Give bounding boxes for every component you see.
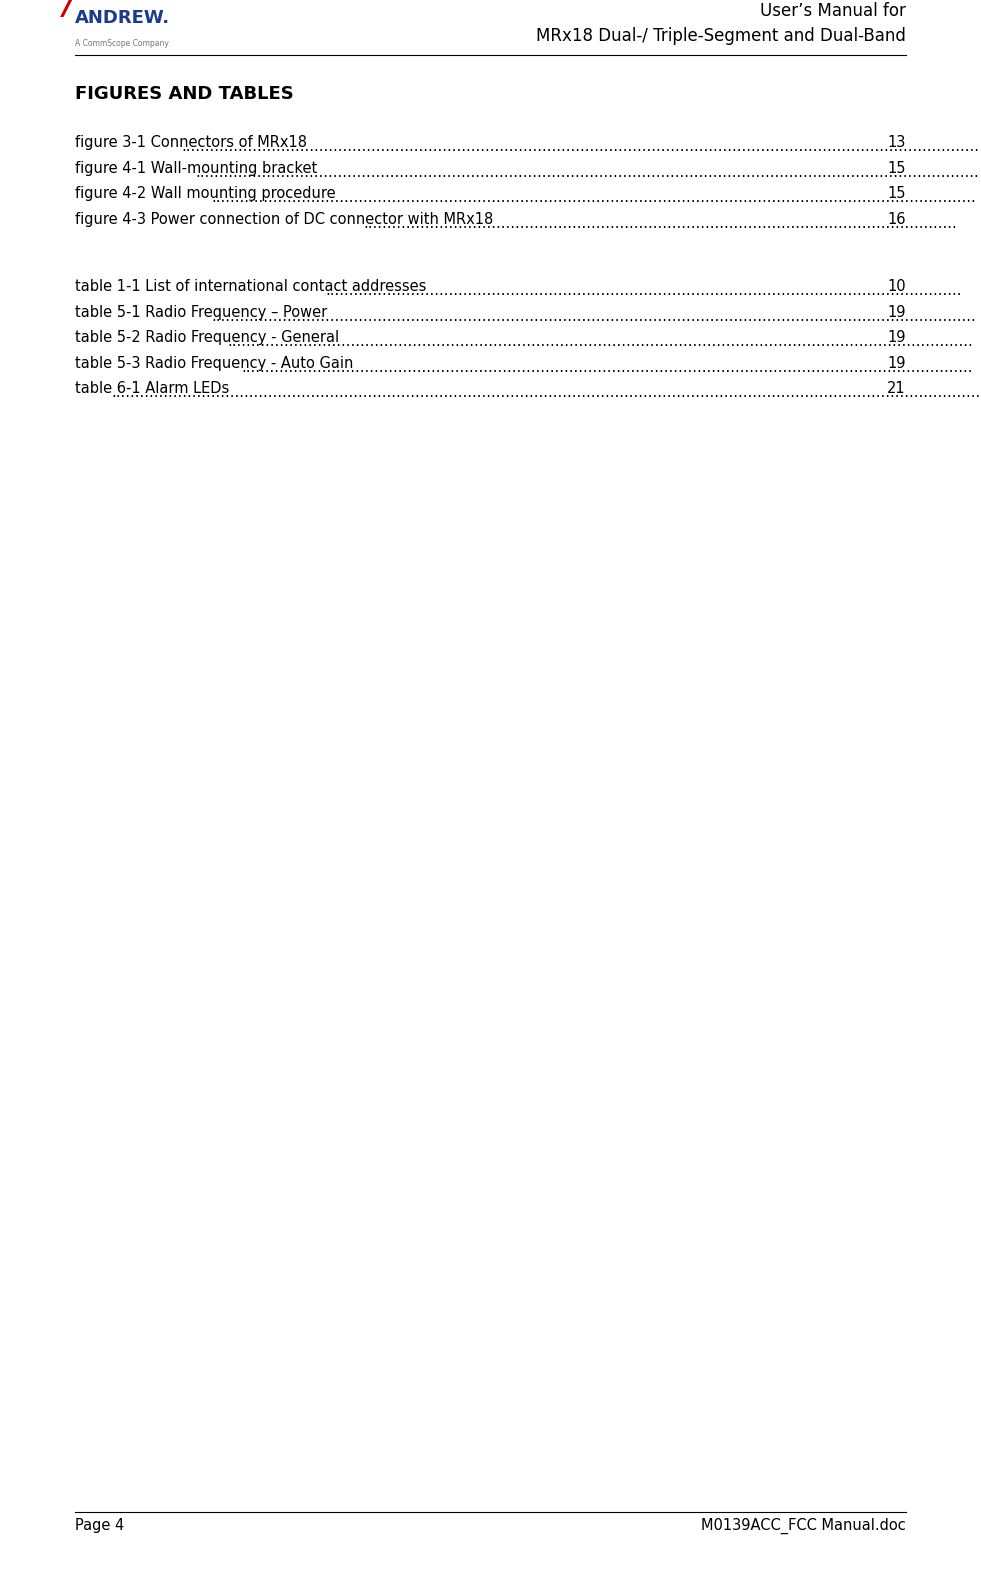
Text: ................................................................................: ........................................… <box>326 284 961 298</box>
Text: 16: 16 <box>888 211 906 227</box>
Text: table 5-3 Radio Frequency - Auto Gain: table 5-3 Radio Frequency - Auto Gain <box>75 356 358 370</box>
Text: ................................................................................: ........................................… <box>212 309 976 324</box>
Text: ................................................................................: ........................................… <box>228 334 973 350</box>
Text: 13: 13 <box>888 135 906 150</box>
Text: ANDREW.: ANDREW. <box>75 9 170 27</box>
Text: ................................................................................: ........................................… <box>181 139 980 154</box>
Text: 15: 15 <box>888 186 906 202</box>
Text: Page 4: Page 4 <box>75 1518 125 1532</box>
Text: 21: 21 <box>888 381 906 395</box>
Text: 19: 19 <box>888 356 906 370</box>
Text: User’s Manual for: User’s Manual for <box>760 2 906 20</box>
Text: 19: 19 <box>888 304 906 320</box>
Text: FIGURES AND TABLES: FIGURES AND TABLES <box>75 85 293 102</box>
Text: ................................................................................: ........................................… <box>363 216 956 232</box>
Text: 19: 19 <box>888 331 906 345</box>
Text: M0139ACC_FCC Manual.doc: M0139ACC_FCC Manual.doc <box>701 1518 906 1534</box>
Text: figure 4-2 Wall mounting procedure: figure 4-2 Wall mounting procedure <box>75 186 336 202</box>
Text: MRx18 Dual-/ Triple-Segment and Dual-Band: MRx18 Dual-/ Triple-Segment and Dual-Ban… <box>537 27 906 46</box>
Text: ................................................................................: ........................................… <box>241 359 973 375</box>
Text: ................................................................................: ........................................… <box>212 191 976 205</box>
Text: figure 4-1 Wall-mounting bracket: figure 4-1 Wall-mounting bracket <box>75 161 317 175</box>
Text: table 5-2 Radio Frequency - General: table 5-2 Radio Frequency - General <box>75 331 343 345</box>
Text: table 6-1 Alarm LEDs: table 6-1 Alarm LEDs <box>75 381 233 395</box>
Text: ................................................................................: ........................................… <box>195 165 979 180</box>
Text: A CommScope Company: A CommScope Company <box>75 39 169 47</box>
Text: figure 4-3 Power connection of DC connector with MRx18: figure 4-3 Power connection of DC connec… <box>75 211 493 227</box>
Text: figure 3-1 Connectors of MRx18: figure 3-1 Connectors of MRx18 <box>75 135 307 150</box>
Text: table 5-1 Radio Frequency – Power: table 5-1 Radio Frequency – Power <box>75 304 332 320</box>
Text: 10: 10 <box>888 279 906 295</box>
Text: 15: 15 <box>888 161 906 175</box>
Text: ................................................................................: ........................................… <box>112 386 981 400</box>
Text: table 1-1 List of international contact addresses: table 1-1 List of international contact … <box>75 279 427 295</box>
Text: /: / <box>63 0 75 20</box>
